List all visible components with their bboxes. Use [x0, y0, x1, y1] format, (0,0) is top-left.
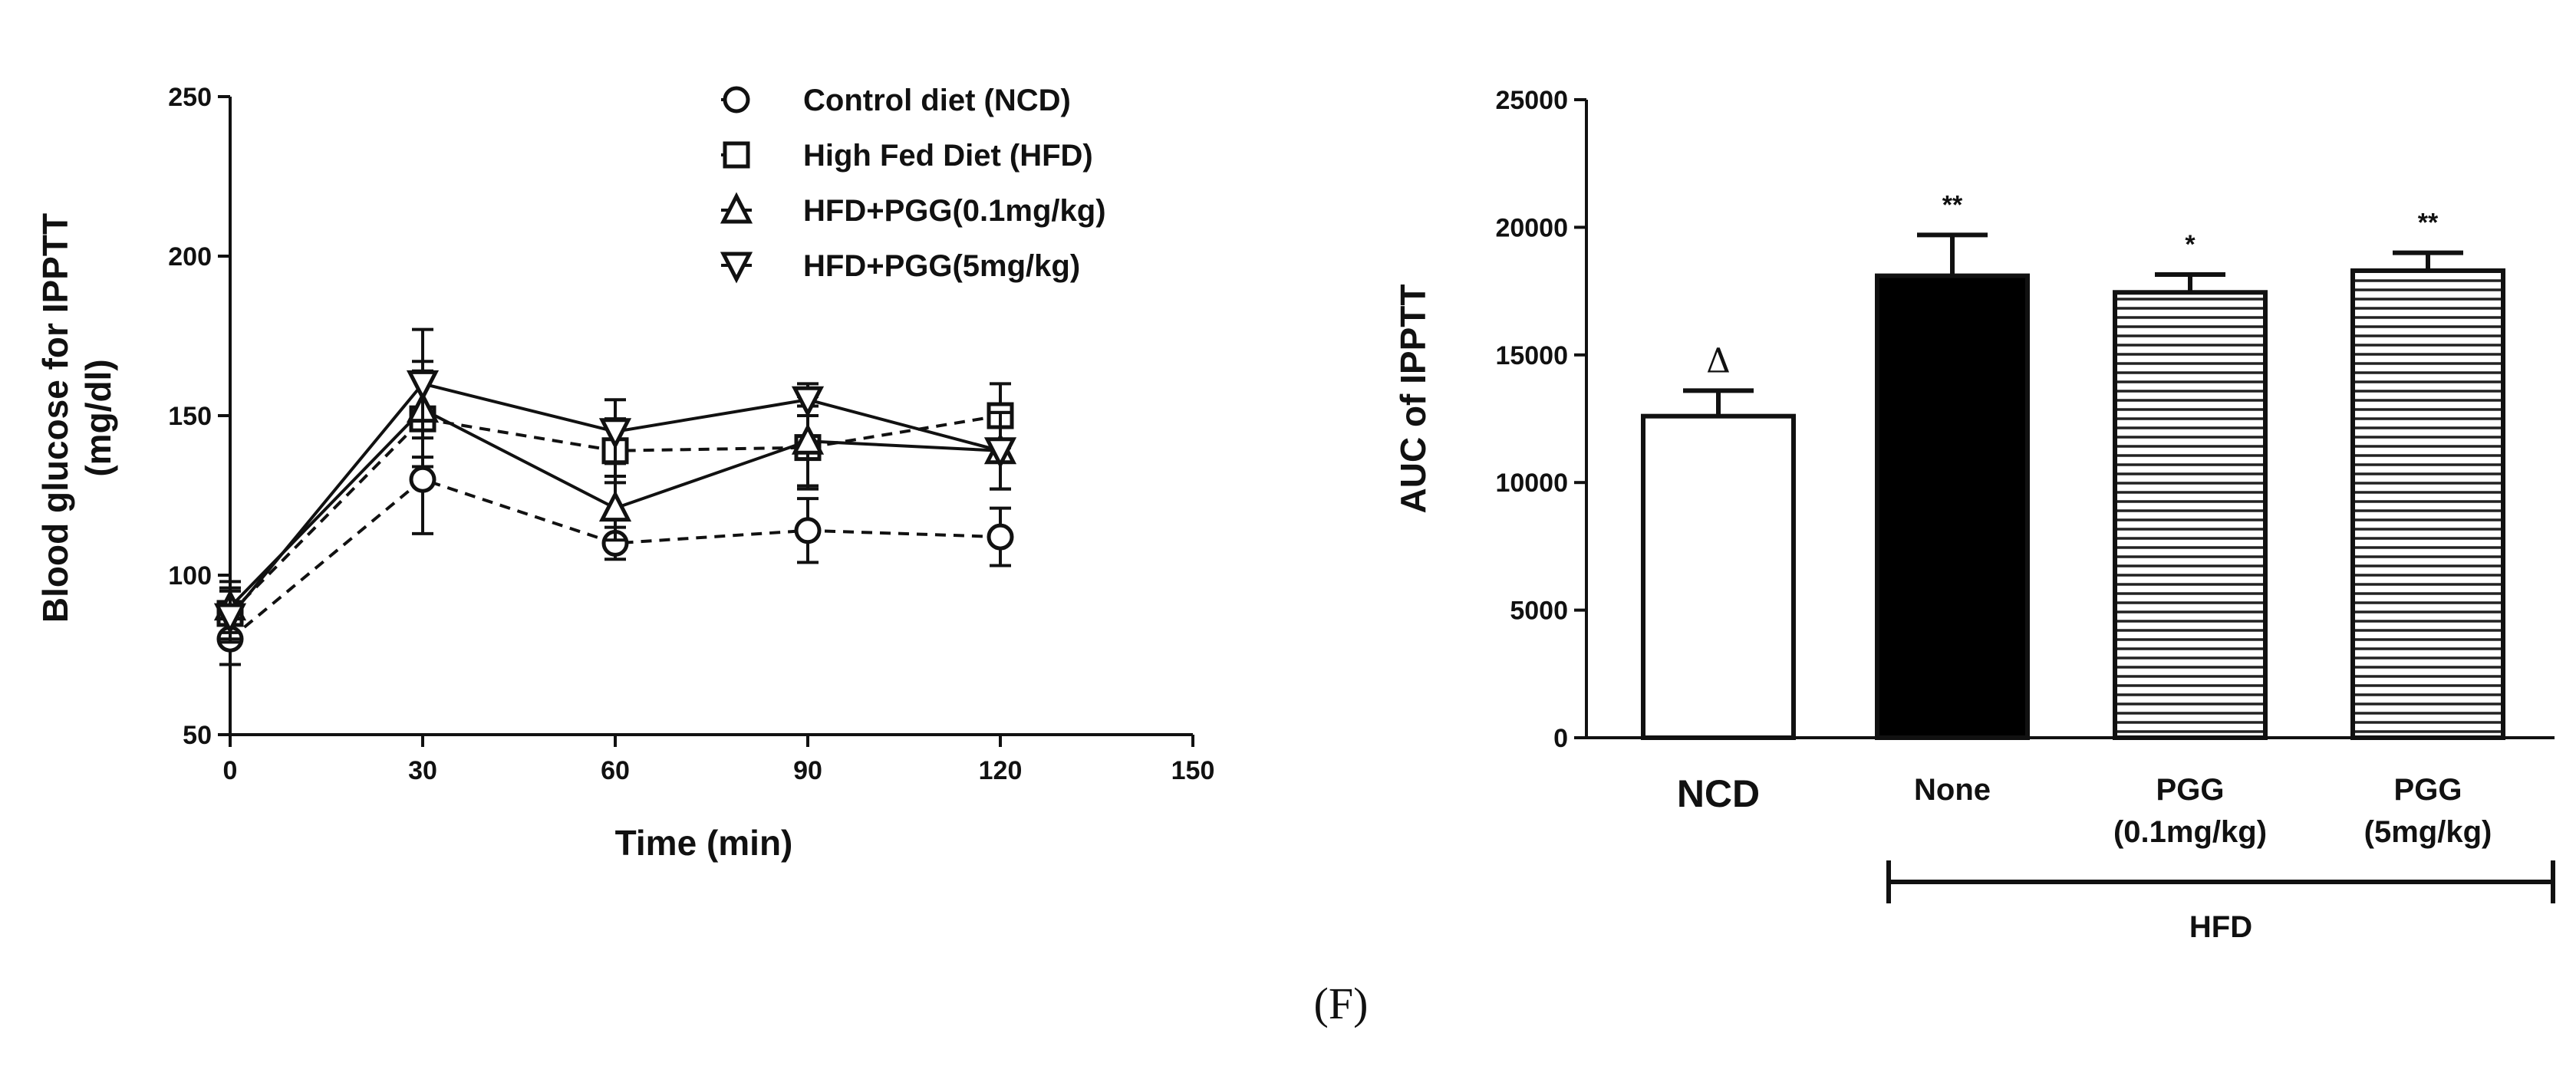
x-axis-label: Time (min) [615, 823, 793, 863]
data-point [791, 386, 825, 418]
data-point [598, 418, 632, 450]
legend-label: HFD+PGG(0.1mg/kg) [803, 194, 1106, 228]
group-label: HFD [2189, 910, 2252, 944]
y-axis-label-line: (mg/dl) [78, 359, 118, 476]
y-tick-label: 15000 [1495, 341, 1568, 370]
y-tick-label: 25000 [1495, 86, 1568, 115]
y-tick-label: 20000 [1495, 213, 1568, 242]
y-axis-label-line: Blood glucose for IPPTT [35, 213, 75, 623]
data-point [983, 437, 1017, 469]
legend-label: HFD+PGG(5mg/kg) [803, 249, 1080, 283]
significance-label: Δ [1706, 341, 1731, 380]
legend-marker [723, 141, 750, 169]
y-tick-label: 150 [168, 402, 212, 431]
bar-chart: 0 5000 10000 15000 20000 25000 AUC of IPPTT Δ NC… [1393, 86, 2555, 944]
legend-marker [720, 252, 753, 284]
bar [1875, 273, 2030, 740]
y-tick-label: 5000 [1510, 597, 1568, 626]
x-tick-label: 150 [1171, 756, 1215, 785]
x-tick-label: 60 [601, 756, 630, 785]
bar [2350, 268, 2505, 740]
category-label: None [1914, 773, 1991, 807]
data-point [794, 517, 822, 544]
panel-label: (F) [1314, 979, 1369, 1028]
x-tick-label: 30 [408, 756, 437, 785]
series-line [229, 477, 1001, 640]
y-tick-label: 10000 [1495, 469, 1568, 498]
data-point [213, 603, 247, 635]
x-tick-label: 120 [979, 756, 1023, 785]
category-label: PGG [2394, 773, 2462, 807]
legend-marker [723, 86, 750, 113]
y-tick-label: 200 [168, 242, 212, 271]
bar [2113, 290, 2268, 741]
category-label: PGG [2156, 773, 2225, 807]
data-point [406, 370, 440, 402]
data-point [791, 423, 825, 455]
significance-label: ** [2418, 209, 2439, 238]
x-tick-label: 0 [223, 756, 238, 785]
legend-marker [720, 192, 753, 224]
y-tick-label: 100 [168, 561, 212, 590]
y-tick-label: 50 [183, 721, 212, 750]
significance-label: * [2185, 230, 2196, 259]
x-tick-label: 90 [793, 756, 822, 785]
y-tick-label: 0 [1553, 724, 1568, 753]
series-4 [213, 327, 1017, 644]
data-point [598, 490, 632, 522]
legend-label: High Fed Diet (HFD) [803, 139, 1093, 173]
bar [1641, 413, 1796, 740]
legend-label: Control diet (NCD) [803, 84, 1071, 117]
category-label: (0.1mg/kg) [2113, 815, 2267, 849]
y-axis-label: Blood glucose for IPPTT(mg/dl) [35, 213, 118, 623]
data-point [409, 465, 436, 493]
y-axis-label: AUC of IPPTT [1393, 285, 1433, 514]
y-tick-label: 250 [168, 83, 212, 112]
category-label: NCD [1677, 772, 1760, 815]
data-point [987, 523, 1014, 551]
significance-label: ** [1942, 190, 1963, 219]
legend: Control diet (NCD) High Fed Diet (HFD) HFD… [720, 84, 1106, 284]
line-chart: 50 100 150 200 250 0 30 60 90 120 150 Time (min) Blo… [35, 83, 1214, 863]
category-label: (5mg/kg) [2364, 815, 2492, 849]
